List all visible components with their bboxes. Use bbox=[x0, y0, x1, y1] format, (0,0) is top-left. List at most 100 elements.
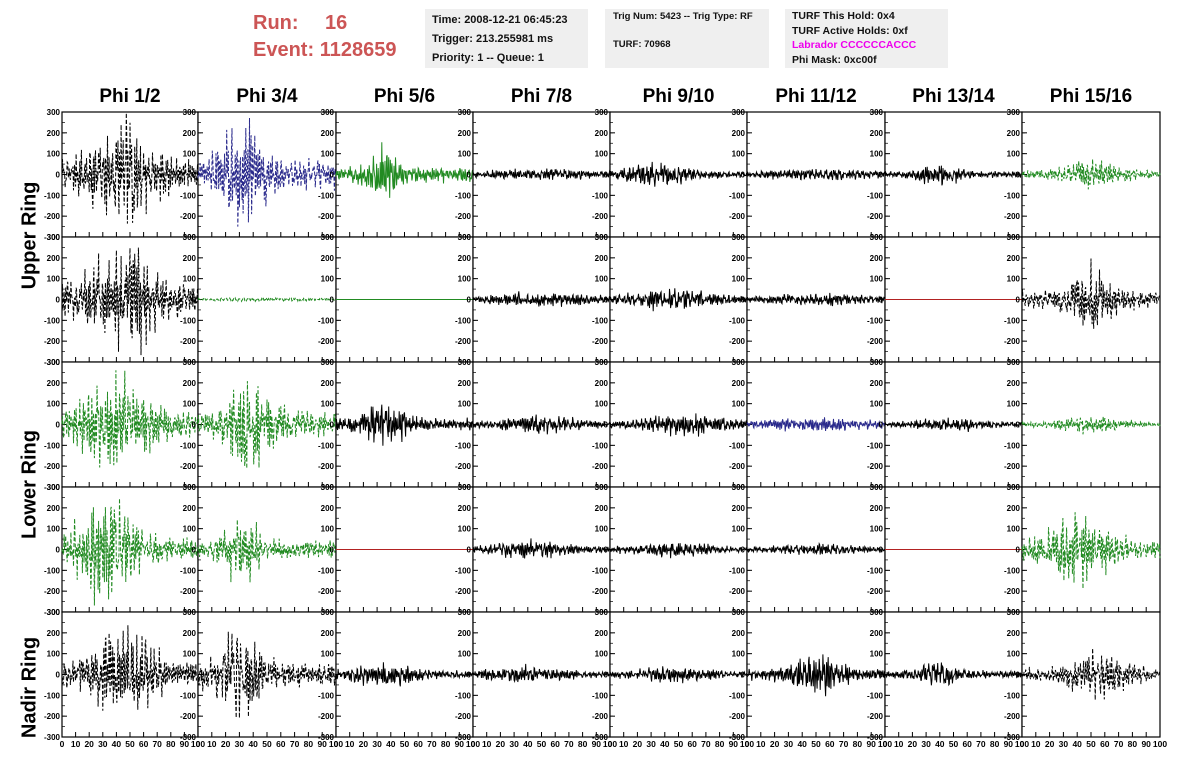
y-tick-label: 300 bbox=[183, 233, 197, 242]
x-tick-label: 90 bbox=[455, 739, 465, 749]
y-tick-label: 200 bbox=[321, 254, 335, 263]
x-tick-label: 80 bbox=[715, 739, 725, 749]
y-tick-label: 200 bbox=[321, 504, 335, 513]
y-tick-label: 100 bbox=[1007, 275, 1021, 284]
y-tick-label: 100 bbox=[732, 650, 746, 659]
x-tick-label: 60 bbox=[550, 739, 560, 749]
y-tick-label: 0 bbox=[330, 296, 335, 305]
labrador-text: Labrador CCCCCCACCC bbox=[792, 39, 917, 51]
x-tick-label: 100 bbox=[1015, 739, 1029, 749]
y-tick-label: 100 bbox=[732, 150, 746, 159]
waveform-trace bbox=[746, 168, 886, 181]
y-tick-label: -200 bbox=[318, 462, 335, 471]
y-tick-label: -100 bbox=[44, 441, 61, 450]
y-tick-label: -200 bbox=[44, 462, 61, 471]
y-tick-label: -200 bbox=[592, 462, 609, 471]
x-tick-label: 0 bbox=[334, 739, 339, 749]
y-tick-label: -300 bbox=[729, 733, 746, 742]
y-tick-label: -200 bbox=[1004, 212, 1021, 221]
y-tick-label: 100 bbox=[1007, 400, 1021, 409]
x-tick-label: 60 bbox=[413, 739, 423, 749]
y-tick-label: 300 bbox=[47, 608, 61, 617]
y-tick-label: 200 bbox=[321, 129, 335, 138]
y-tick-label: 200 bbox=[1007, 254, 1021, 263]
y-tick-label: -100 bbox=[180, 691, 197, 700]
y-tick-label: 300 bbox=[595, 483, 609, 492]
y-tick-label: -100 bbox=[455, 691, 472, 700]
x-tick-label: 40 bbox=[797, 739, 807, 749]
y-tick-label: -100 bbox=[592, 316, 609, 325]
x-tick-label: 70 bbox=[152, 739, 162, 749]
y-tick-label: -100 bbox=[44, 566, 61, 575]
y-tick-label: 300 bbox=[870, 233, 884, 242]
y-tick-label: 300 bbox=[595, 233, 609, 242]
y-tick-label: 100 bbox=[47, 275, 61, 284]
waveform-trace bbox=[746, 417, 886, 432]
y-tick-label: -100 bbox=[44, 691, 61, 700]
panel-frame bbox=[197, 611, 337, 738]
y-tick-label: 300 bbox=[870, 483, 884, 492]
column-header-phi-1-2: Phi 1/2 bbox=[99, 86, 161, 107]
y-tick-label: -100 bbox=[180, 316, 197, 325]
x-tick-label: 90 bbox=[729, 739, 739, 749]
y-tick-label: 0 bbox=[330, 671, 335, 680]
x-tick-label: 30 bbox=[1059, 739, 1069, 749]
y-tick-label: 100 bbox=[870, 650, 884, 659]
x-tick-label: 30 bbox=[646, 739, 656, 749]
y-tick-label: 200 bbox=[732, 129, 746, 138]
y-tick-label: 100 bbox=[47, 525, 61, 534]
x-tick-label: 20 bbox=[496, 739, 506, 749]
x-tick-label: 10 bbox=[482, 739, 492, 749]
x-tick-label: 60 bbox=[687, 739, 697, 749]
y-tick-label: 300 bbox=[183, 108, 197, 117]
y-tick-label: -200 bbox=[592, 212, 609, 221]
y-tick-label: -100 bbox=[44, 316, 61, 325]
y-tick-label: 300 bbox=[321, 108, 335, 117]
y-tick-label: -300 bbox=[455, 733, 472, 742]
y-tick-label: -100 bbox=[729, 691, 746, 700]
y-tick-label: 200 bbox=[47, 254, 61, 263]
y-tick-label: 100 bbox=[183, 150, 197, 159]
y-tick-label: 0 bbox=[604, 171, 609, 180]
y-tick-label: 300 bbox=[321, 358, 335, 367]
x-tick-label: 90 bbox=[1004, 739, 1014, 749]
y-tick-label: 100 bbox=[458, 150, 472, 159]
y-tick-label: 200 bbox=[183, 629, 197, 638]
y-tick-label: 300 bbox=[1007, 483, 1021, 492]
column-header-phi-7-8: Phi 7/8 bbox=[510, 86, 573, 107]
y-tick-label: -200 bbox=[592, 587, 609, 596]
y-tick-label: 0 bbox=[56, 546, 61, 555]
waveform-trace bbox=[609, 413, 748, 437]
x-tick-label: 90 bbox=[180, 739, 190, 749]
y-tick-label: 300 bbox=[732, 358, 746, 367]
waveform-trace bbox=[746, 541, 886, 556]
waveform-trace bbox=[884, 417, 1023, 432]
priority-text: Priority: 1 -- Queue: 1 bbox=[432, 52, 544, 64]
x-tick-label: 40 bbox=[386, 739, 396, 749]
y-tick-label: 200 bbox=[458, 504, 472, 513]
y-tick-label: -200 bbox=[44, 712, 61, 721]
y-tick-label: 200 bbox=[458, 379, 472, 388]
x-tick-label: 50 bbox=[400, 739, 410, 749]
y-tick-label: -300 bbox=[44, 233, 61, 242]
y-tick-label: 300 bbox=[47, 108, 61, 117]
column-header-phi-9-10: Phi 9/10 bbox=[642, 86, 715, 107]
y-tick-label: 100 bbox=[1007, 150, 1021, 159]
waveform-trace bbox=[609, 288, 748, 312]
x-tick-label: 40 bbox=[248, 739, 258, 749]
y-tick-label: -100 bbox=[592, 691, 609, 700]
y-tick-label: -100 bbox=[1004, 191, 1021, 200]
y-tick-label: 300 bbox=[183, 608, 197, 617]
y-tick-label: -100 bbox=[867, 316, 884, 325]
y-tick-label: 200 bbox=[595, 504, 609, 513]
waveform-trace bbox=[1021, 416, 1161, 435]
y-tick-label: 300 bbox=[183, 358, 197, 367]
y-tick-label: 200 bbox=[183, 129, 197, 138]
y-tick-label: 100 bbox=[595, 400, 609, 409]
waveform-trace bbox=[472, 414, 611, 435]
y-tick-label: 300 bbox=[732, 233, 746, 242]
y-tick-label: 300 bbox=[47, 233, 61, 242]
y-tick-label: 0 bbox=[330, 546, 335, 555]
y-tick-label: -100 bbox=[318, 191, 335, 200]
y-tick-label: 0 bbox=[467, 171, 472, 180]
